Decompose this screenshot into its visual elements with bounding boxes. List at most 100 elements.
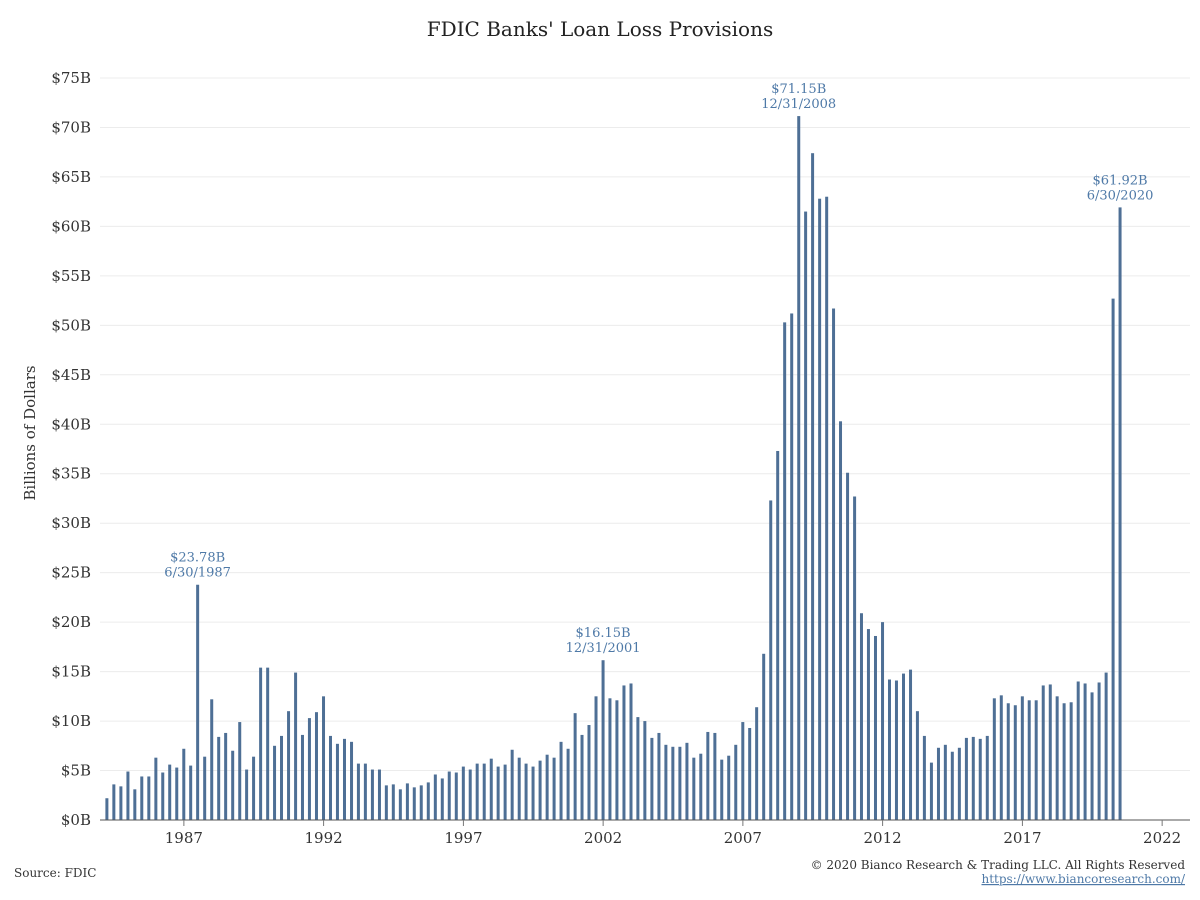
- bar: [307, 718, 311, 820]
- bar: [342, 738, 346, 820]
- bar: [1027, 700, 1031, 820]
- bar: [636, 717, 640, 820]
- bar: [517, 757, 521, 820]
- axis-layer: $0B $5B $10B $15B $20B $25B $30B $35B $40B $45B $5…: [51, 69, 1190, 847]
- bar: [887, 679, 891, 820]
- bar: [727, 755, 731, 820]
- bar: [300, 734, 304, 820]
- x-tick-label: 1992: [305, 829, 343, 847]
- bar: [1062, 703, 1066, 820]
- bar: [783, 322, 787, 820]
- x-tick-label: 2007: [724, 829, 762, 847]
- bar: [985, 735, 989, 820]
- bar: [1020, 696, 1024, 820]
- bar: [384, 785, 388, 820]
- bar: [133, 789, 137, 820]
- bar: [622, 685, 626, 820]
- bar: [294, 672, 298, 820]
- bar: [706, 731, 710, 820]
- bar: [405, 783, 409, 820]
- bar: [839, 421, 843, 820]
- bar: [252, 756, 256, 820]
- bar: [873, 635, 877, 820]
- bar: [894, 680, 898, 820]
- bar: [909, 669, 913, 820]
- bar: [280, 735, 284, 820]
- bar: [266, 667, 270, 820]
- bar: [922, 735, 926, 820]
- bar: [950, 751, 954, 820]
- x-tick-label: 2022: [1143, 829, 1181, 847]
- bar: [475, 763, 479, 820]
- y-tick-label: $65B: [51, 168, 91, 186]
- bar: [510, 749, 514, 820]
- bar: [853, 496, 857, 820]
- y-tick-label: $75B: [51, 69, 91, 87]
- bar: [1076, 681, 1080, 820]
- bar: [594, 696, 598, 820]
- bar: [314, 712, 318, 820]
- bar: [426, 782, 430, 820]
- y-tick-label: $70B: [51, 118, 91, 136]
- bar: [825, 196, 829, 821]
- source-note: Source: FDIC: [14, 866, 96, 880]
- bar: [1013, 705, 1017, 820]
- bar: [971, 736, 975, 820]
- bar: [713, 732, 717, 820]
- bar: [189, 765, 193, 820]
- bar: [720, 759, 724, 820]
- bar: [664, 744, 668, 820]
- bar: [203, 756, 207, 820]
- bar: [503, 764, 507, 820]
- bar: [797, 116, 801, 821]
- bar: [776, 450, 780, 820]
- annotation-date: 12/31/2008: [761, 97, 836, 112]
- bar: [356, 763, 360, 820]
- bar: [531, 766, 535, 820]
- x-tick-label: 2002: [584, 829, 622, 847]
- y-tick-label: $10B: [51, 712, 91, 730]
- annotation-date: 6/30/2020: [1087, 188, 1154, 203]
- bar: [978, 738, 982, 820]
- bar: [790, 313, 794, 820]
- bar: [224, 732, 228, 820]
- bar: [440, 778, 444, 820]
- bar: [105, 798, 109, 820]
- bar: [566, 748, 570, 820]
- bar: [643, 721, 647, 820]
- bar: [1104, 672, 1108, 820]
- bar: [154, 757, 158, 820]
- bar: [762, 653, 766, 820]
- y-tick-label: $45B: [51, 366, 91, 384]
- bar: [140, 776, 144, 820]
- bar: [748, 727, 752, 820]
- bar: [943, 744, 947, 820]
- bar: [538, 760, 542, 820]
- bar: [126, 771, 130, 820]
- bar: [769, 500, 773, 820]
- bar: [552, 757, 556, 820]
- bar: [818, 198, 822, 820]
- bar: [1069, 702, 1073, 820]
- bar: [370, 769, 374, 820]
- x-tick-label: 2012: [864, 829, 902, 847]
- copyright-note: © 2020 Bianco Research & Trading LLC. Al…: [811, 858, 1186, 872]
- bar: [964, 737, 968, 820]
- bar: [287, 711, 291, 820]
- bar-layer: [105, 116, 1122, 821]
- annotation-value: $23.78B: [170, 551, 225, 566]
- website-link[interactable]: https://www.biancoresearch.com/: [981, 872, 1185, 886]
- bar: [231, 750, 235, 820]
- bar: [601, 660, 605, 820]
- bar: [454, 772, 458, 820]
- bar: [112, 784, 116, 820]
- bar: [119, 786, 123, 820]
- bar: [615, 700, 619, 820]
- bar: [559, 741, 563, 820]
- annotation-date: 12/31/2001: [566, 641, 641, 656]
- y-tick-label: $20B: [51, 613, 91, 631]
- bar: [699, 753, 703, 820]
- bar: [259, 667, 263, 820]
- bar: [685, 742, 689, 820]
- bar: [755, 707, 759, 820]
